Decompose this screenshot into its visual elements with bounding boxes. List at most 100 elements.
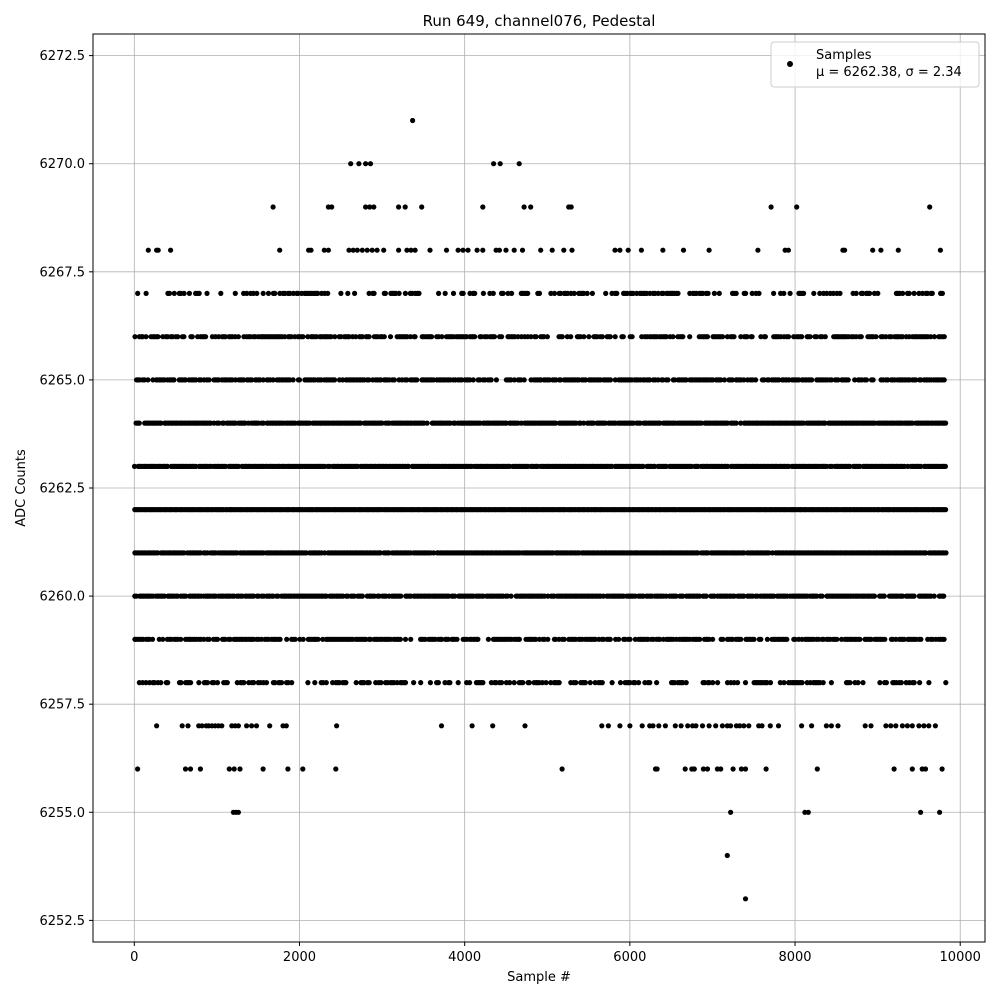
data-point [143,334,149,340]
data-point [814,766,820,772]
data-point [181,290,187,296]
data-point [305,680,311,686]
data-point [475,636,481,642]
data-point [431,550,437,556]
data-point [678,723,684,729]
data-point [599,723,605,729]
data-point [178,636,184,642]
data-point [755,247,761,253]
data-point [354,247,360,253]
data-point [282,334,288,340]
data-point [164,463,170,469]
data-point [847,463,853,469]
data-point [656,723,662,729]
data-point [883,680,890,686]
data-point [655,290,661,296]
data-point [284,636,290,642]
data-point [158,680,164,686]
data-point [277,636,283,642]
data-point [767,680,774,686]
data-point [491,161,497,167]
data-point [857,636,863,642]
data-point [820,680,826,686]
data-point [536,290,543,296]
data-point [931,593,937,599]
data-point [855,680,861,686]
data-point [237,766,243,772]
data-point [363,204,369,210]
data-point [182,377,189,383]
data-point [941,377,947,383]
data-point [204,290,210,296]
data-point [680,593,686,599]
data-point [927,204,933,210]
y-axis-ticks: 6252.5 6255.0 6257.5 6260.0 6262.5 6265.0 6267… [40,49,93,929]
data-point [860,290,866,296]
data-point [382,290,388,296]
data-point [485,636,491,642]
data-point [145,247,151,253]
chart-title: Run 649, channel076, Pedestal [423,12,656,30]
data-point [295,290,301,296]
data-point [904,723,911,729]
data-point [410,117,416,124]
data-point [746,723,752,729]
data-point [837,290,843,296]
data-point [906,290,912,296]
data-point [391,377,397,383]
data-point [442,290,448,296]
data-point [206,636,212,642]
data-point [759,723,765,729]
data-point [522,723,528,729]
data-point [543,680,549,686]
data-point [499,334,505,340]
data-point [730,766,736,772]
data-point [703,593,709,599]
data-point [913,377,919,383]
data-point [612,334,618,340]
data-point [412,247,418,253]
data-point [822,420,828,426]
data-point [179,723,185,729]
data-point [300,334,306,340]
data-point [762,334,769,340]
data-point [404,377,410,383]
data-point [490,290,496,296]
data-point [460,290,466,296]
data-point [455,680,461,686]
data-point [639,723,645,729]
data-point [911,290,917,296]
data-point [359,593,365,599]
data-point [224,680,230,686]
data-point [862,723,868,729]
data-point [675,290,681,296]
data-point [378,680,384,686]
data-point [824,290,830,296]
data-point [166,290,173,296]
data-point [918,809,924,815]
data-point [683,377,689,383]
data-point [427,247,433,253]
data-point [680,247,687,253]
data-point [199,723,205,729]
data-point [637,420,643,426]
data-point [143,680,149,686]
data-point [807,334,813,340]
data-point [368,636,374,642]
data-point [687,334,693,340]
data-point [860,680,866,686]
data-point [231,766,237,772]
data-point [868,723,874,729]
data-point [568,204,574,210]
y-axis-title: ADC Counts [14,449,29,527]
data-point [369,247,375,253]
data-point [424,420,430,426]
data-point [251,680,257,686]
data-point [283,723,289,729]
data-point [438,723,445,729]
data-point [374,247,380,253]
data-point [249,377,255,383]
data-point [893,723,899,729]
data-point [279,680,285,686]
data-point [321,247,327,253]
